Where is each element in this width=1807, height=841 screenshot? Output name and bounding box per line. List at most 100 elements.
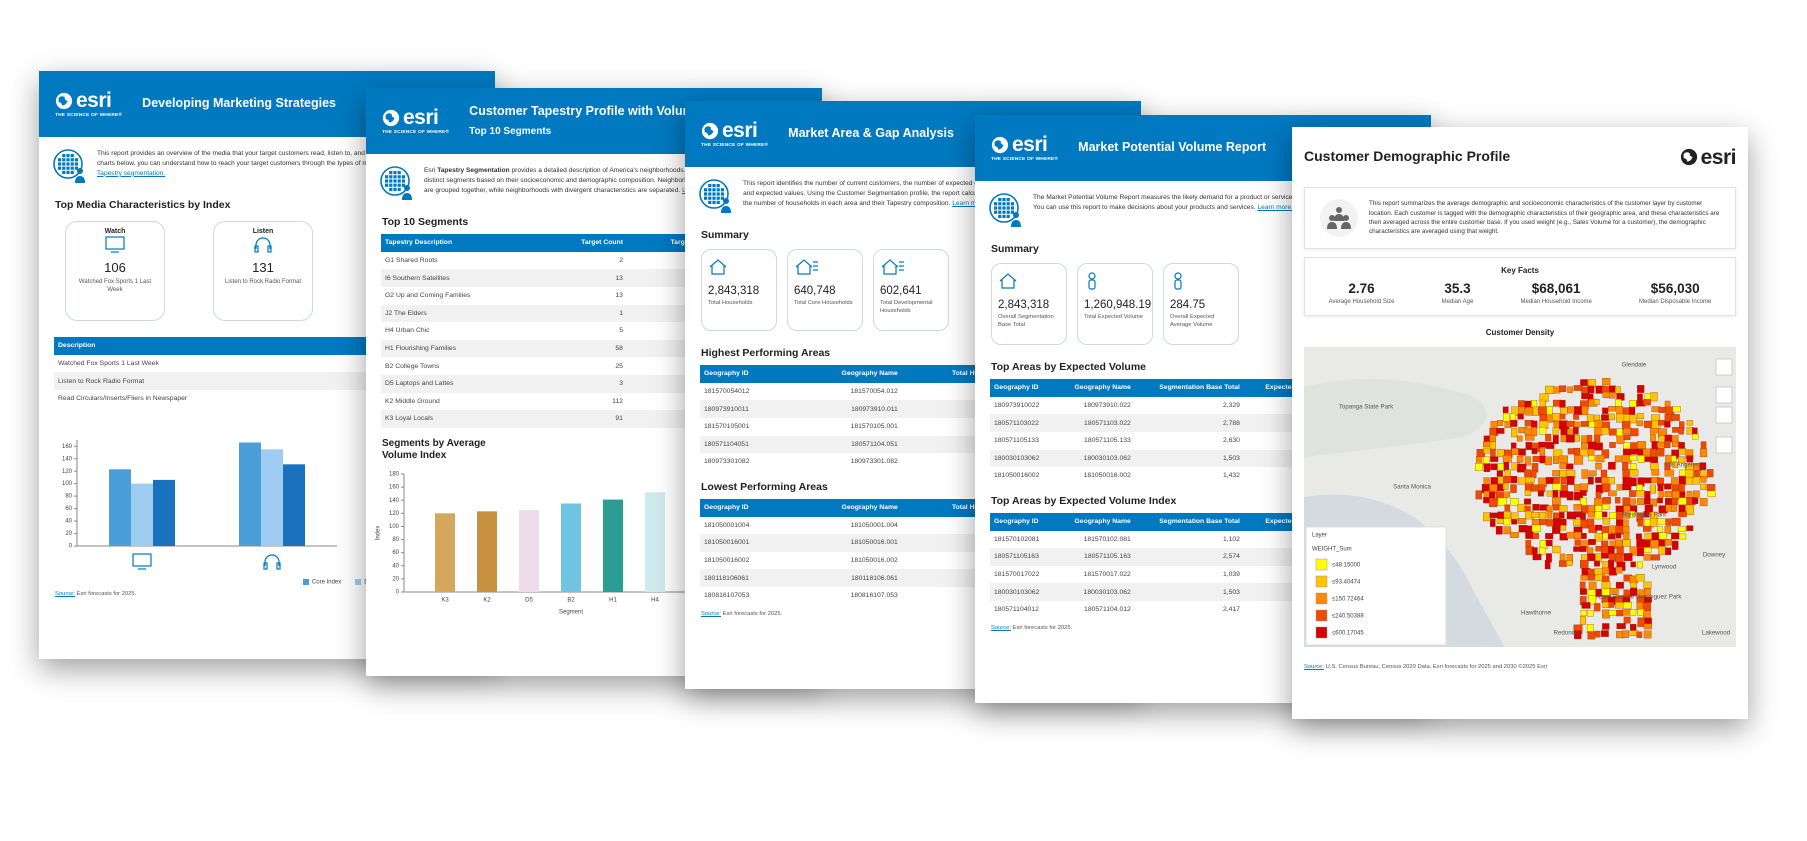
icon-cell [62,166,66,170]
density-cell [1609,392,1616,399]
intro: The Market Potential Volume Report measu… [975,181,1431,233]
table-cell: 181570105.001 [850,423,898,431]
report-page: esri THE SCIENCE OF WHERE® Customer Tapest… [366,88,822,676]
density-cell [1637,617,1645,627]
density-cell [1637,608,1645,616]
table-cell: 1,039 [1222,571,1240,579]
density-cell [1629,414,1638,424]
density-cell [1602,377,1611,386]
density-cell [1602,483,1611,493]
y-tick-label: 140 [62,456,73,462]
density-cell [1546,510,1553,519]
icon-body [1334,214,1344,221]
y-tick-label: 20 [392,576,399,582]
density-cell [1630,587,1638,596]
learn-more-link[interactable]: Learn more. [1257,203,1294,211]
density-cell [1580,379,1588,386]
intro-prefix: Esri [424,167,436,174]
source-link[interactable]: Source: [1304,664,1324,670]
icon-ring [53,149,83,179]
icon-cell [1006,202,1010,206]
icon-cell [66,170,70,174]
density-cell [1629,609,1637,616]
table-cell: 180030103.062 [1055,449,1135,468]
column-header: Geography Name [1055,512,1135,531]
density-cell [1615,602,1625,609]
density-cell [1594,560,1600,567]
summary-card: 602,641 Total Developmental Households [873,249,949,331]
density-cell [1643,547,1652,553]
section-title: Top Areas by Expected Volume [991,361,1147,373]
source-link[interactable]: Source: [55,591,75,598]
table-cell: 181050016001 [700,534,792,552]
legend-swatch [355,578,362,585]
density-cell [1643,525,1652,532]
icon-cell [998,206,1002,210]
density-cell [1649,484,1656,494]
density-cell [1665,518,1672,526]
table-cell: D5 Laptops and Lattes [381,374,542,393]
density-cell [1616,623,1626,630]
section-title: Top Media Characteristics by Index [55,199,231,211]
table-cell: 3 [541,374,627,393]
density-cell [1502,413,1510,423]
density-cell [1678,476,1686,486]
density-cell [1664,483,1672,490]
density-cell [1664,526,1671,535]
place-label: Santa Monica [1393,484,1431,491]
learn-more-link[interactable]: Learn more. [952,199,988,207]
x-tick-label: H1 [609,597,617,603]
density-cell [1588,581,1597,590]
density-cell [1517,413,1524,420]
density-cell [1516,455,1524,463]
table-cell: 181050016.002 [1083,472,1131,480]
icon-cell [1010,210,1014,214]
source-text: Esri forecasts for 2025. [1012,624,1073,631]
bar [435,513,455,592]
density-cell [1517,463,1527,473]
place-label: Redondo [1553,630,1579,637]
density-cell [1532,504,1540,511]
density-cell [1483,497,1491,504]
icon-cell [704,192,708,196]
logo-row: esri [55,90,112,111]
table-cell: 180973910.022 [1083,402,1131,410]
density-cell [1531,448,1538,455]
density-cell [1629,455,1637,461]
icon-person-body [402,193,412,200]
source-link[interactable]: Source: [701,610,721,617]
density-cell [1622,630,1629,638]
density-cell [1511,428,1518,438]
density-cell [1623,531,1630,540]
density-cell [1637,561,1643,569]
card-value: 131 [252,260,274,275]
intro-body: The Market Potential Volume Report measu… [1033,194,1411,211]
density-cell [1525,407,1534,416]
density-cell [1608,490,1617,497]
density-cell [1678,456,1686,464]
icon-cell [70,170,74,174]
density-cell [1545,539,1553,547]
density-cell [1475,463,1483,471]
density-cell [1531,427,1538,436]
report-icon [53,149,85,183]
source-link[interactable]: Source: [991,624,1011,631]
density-cell [1594,427,1603,436]
density-cell [1650,462,1659,471]
table-cell: Watched Fox Sports 1 Last Week [58,360,159,368]
key-fact: $56,030 Median Disposable Income [1639,281,1711,305]
density-cell [1588,539,1596,545]
icon-house [709,259,727,275]
icon-cell [716,200,720,204]
table-cell: 1,102 [1222,535,1240,543]
globe-land [58,95,68,105]
density-cell [1490,420,1498,429]
section-title: Highest Performing Areas [701,347,831,359]
icon-cell [66,154,70,158]
icon-body [1174,279,1182,290]
bar [131,483,153,546]
density-cell [1609,587,1619,595]
y-tick-label: 140 [389,498,400,504]
density-cell [1693,470,1700,478]
